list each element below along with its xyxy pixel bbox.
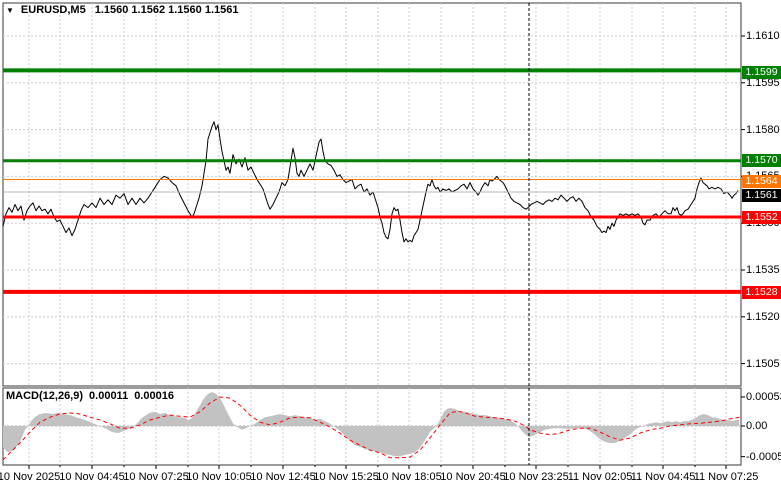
- symbol-dropdown-icon[interactable]: ▼: [6, 5, 14, 15]
- macd-main-value: 0.00011: [89, 390, 129, 402]
- macd-histogram: [3, 392, 739, 457]
- price-line: [2, 121, 739, 243]
- level-lines: [3, 68, 741, 294]
- macd-signal-line: [2, 396, 741, 461]
- chart-header: ▼ EURUSD,M5 1.1560 1.1562 1.1560 1.1561: [6, 4, 238, 16]
- macd-indicator-label: MACD(12,26,9) 0.00011 0.00016: [6, 390, 180, 402]
- axis-tick-marks: [28, 35, 745, 469]
- macd-signal-value: 0.00016: [134, 390, 174, 402]
- main-price-panel: [2, 2, 742, 387]
- symbol-period-label: EURUSD,M5: [20, 4, 86, 16]
- ohlc-values: 1.1560 1.1562 1.1560 1.1561: [94, 4, 239, 16]
- macd-name: MACD(12,26,9): [6, 390, 84, 402]
